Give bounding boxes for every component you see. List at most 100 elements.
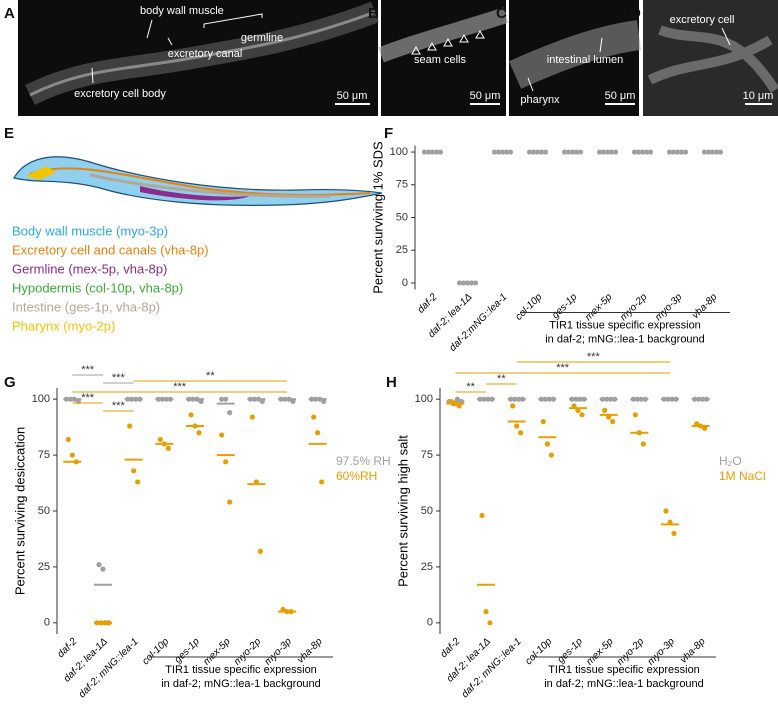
data-point bbox=[483, 609, 489, 615]
data-point bbox=[219, 432, 225, 438]
data-point bbox=[534, 149, 541, 155]
marker bbox=[411, 29, 485, 55]
annotation: body wall muscle bbox=[140, 5, 224, 17]
data-point bbox=[530, 149, 537, 155]
data-point bbox=[514, 423, 520, 429]
data-point bbox=[678, 149, 685, 155]
group-label: TIR1 tissue specific expression bbox=[165, 664, 317, 676]
data-point bbox=[639, 149, 646, 155]
data-point bbox=[69, 452, 75, 458]
x-tick-label: myo-2p bbox=[615, 636, 647, 668]
y-tick-label: 75 bbox=[421, 449, 433, 461]
data-point bbox=[257, 548, 263, 554]
arrow bbox=[599, 37, 603, 53]
panel-letter: D bbox=[630, 5, 641, 22]
data-point bbox=[579, 412, 585, 418]
panel-letter: G bbox=[4, 374, 16, 391]
data-point bbox=[472, 280, 479, 286]
data-point bbox=[219, 396, 225, 402]
x-tick-label: myo-3p bbox=[263, 636, 295, 668]
panel-letter: C bbox=[496, 5, 507, 22]
data-point bbox=[311, 414, 317, 420]
data-point bbox=[437, 149, 444, 155]
significance-label: ** bbox=[206, 370, 215, 382]
data-point bbox=[635, 149, 642, 155]
annotation: pharynx bbox=[520, 94, 560, 106]
y-tick-label: 75 bbox=[396, 179, 408, 191]
worm-image bbox=[378, 7, 509, 63]
annotation: excretory cell bbox=[670, 14, 735, 26]
y-axis-label: Percent surviving desiccation bbox=[12, 427, 27, 595]
significance-label: *** bbox=[81, 392, 95, 404]
cell-image bbox=[647, 25, 778, 93]
data-point bbox=[596, 149, 603, 155]
panel-letter: A bbox=[4, 5, 15, 22]
y-tick-label: 25 bbox=[396, 244, 408, 256]
panel-letter: F bbox=[384, 125, 393, 142]
annotation: intestinal lumen bbox=[547, 54, 623, 66]
annotation: germline bbox=[241, 32, 283, 44]
data-point bbox=[670, 149, 677, 155]
arrow bbox=[527, 77, 534, 92]
significance-label: *** bbox=[112, 400, 126, 412]
y-axis-label: Percent surviving high salt bbox=[395, 435, 410, 587]
y-tick-label: 100 bbox=[415, 393, 433, 405]
y-tick-label: 0 bbox=[427, 617, 433, 629]
x-tick-label: ges-1p bbox=[173, 636, 203, 666]
scale-label: 50 μm bbox=[470, 90, 501, 102]
data-point bbox=[610, 418, 616, 425]
x-tick-label: col-10p bbox=[514, 291, 545, 322]
pharynx bbox=[26, 166, 56, 180]
legend-item: Hypodermis (col-10p, vha-8p) bbox=[12, 280, 183, 295]
x-tick-label: mex-5p bbox=[201, 636, 233, 668]
data-point bbox=[131, 468, 137, 474]
significance-label: *** bbox=[81, 364, 95, 376]
data-point bbox=[682, 149, 689, 155]
legend-label: 97.5% RH bbox=[336, 454, 391, 468]
panel-letter: B bbox=[368, 5, 379, 22]
group-label: TIR1 tissue specific expression bbox=[548, 664, 700, 676]
germline bbox=[140, 186, 250, 201]
y-axis-label: Percent surviving 1% SDS bbox=[370, 141, 385, 294]
scale-label: 50 μm bbox=[337, 90, 368, 102]
annotation: seam cells bbox=[414, 54, 466, 66]
data-point bbox=[602, 407, 608, 413]
data-point bbox=[544, 441, 550, 447]
data-point bbox=[157, 436, 163, 443]
data-point bbox=[96, 562, 102, 568]
data-point bbox=[705, 149, 712, 155]
data-point bbox=[600, 149, 607, 155]
x-tick-label: daf-2; mNG::lea-1 bbox=[77, 636, 141, 700]
data-point bbox=[507, 149, 514, 155]
data-point bbox=[538, 149, 545, 155]
data-point bbox=[464, 280, 471, 286]
data-point bbox=[561, 149, 568, 155]
data-point bbox=[456, 280, 463, 286]
data-point bbox=[487, 620, 493, 626]
data-point bbox=[499, 149, 506, 155]
x-tick-label: daf-2 bbox=[438, 636, 462, 660]
data-point bbox=[671, 530, 677, 536]
data-point bbox=[713, 149, 720, 155]
data-point bbox=[573, 149, 580, 155]
x-tick-label: myo-2p bbox=[618, 291, 650, 323]
data-point bbox=[632, 412, 638, 418]
arrow bbox=[167, 37, 173, 46]
x-tick-label: myo-3p bbox=[653, 291, 685, 323]
x-tick-label: daf-2 bbox=[416, 291, 440, 315]
significance-label: ** bbox=[466, 381, 475, 393]
data-point bbox=[640, 441, 646, 447]
data-point bbox=[510, 403, 516, 409]
significance-label: *** bbox=[112, 372, 126, 384]
data-point bbox=[223, 396, 229, 402]
panel-letter: H bbox=[386, 374, 397, 391]
group-label: in daf-2; mNG::lea-1 background bbox=[161, 678, 321, 690]
data-point bbox=[612, 149, 619, 155]
legend-item: Germline (mex-5p, vha-8p) bbox=[12, 261, 167, 276]
scale-label: 10 μm bbox=[743, 90, 774, 102]
x-tick-label: vha-8p bbox=[690, 291, 720, 321]
worm-body bbox=[13, 156, 383, 206]
y-tick-label: 0 bbox=[402, 277, 408, 289]
